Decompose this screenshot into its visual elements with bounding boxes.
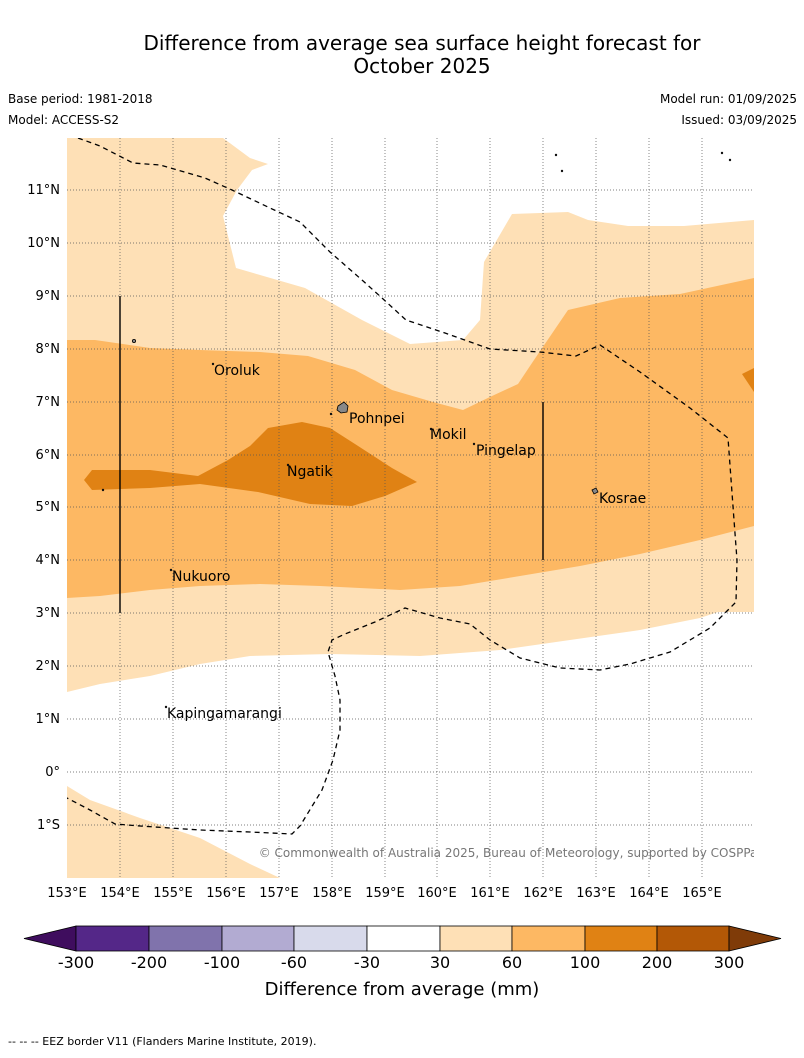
sea-level-map: Oroluk Pohnpei Mokil Pingelap Ngatik Kos… (23, 138, 782, 1000)
title-line-2: October 2025 (353, 54, 491, 78)
lat-tick: 3°N (36, 606, 61, 621)
colorbar-label: -30 (354, 953, 380, 972)
colorbar-swatch (148, 925, 223, 952)
copyright-notice: © Commonwealth of Australia 2025, Bureau… (259, 846, 764, 860)
colorbar-swatch (656, 925, 730, 952)
lon-tick: 157°E (259, 886, 299, 901)
lat-tick: 7°N (36, 395, 61, 410)
colorbar-label: 30 (430, 953, 450, 972)
colorbar-extend-high (728, 925, 782, 952)
colorbar-label: 300 (714, 953, 745, 972)
longitude-ticks: 153°E 154°E 155°E 156°E 157°E 158°E 159°… (47, 886, 722, 901)
colorbar-swatch (584, 925, 658, 952)
place-label-kosrae: Kosrae (599, 491, 646, 507)
colorbar-label: 60 (502, 953, 522, 972)
colorbar-title: Difference from average (mm) (265, 979, 540, 1000)
lat-tick: 10°N (27, 236, 60, 251)
place-label-mokil: Mokil (430, 427, 467, 443)
model-run: Model run: 01/09/2025 (659, 92, 797, 106)
lat-tick: 1°N (36, 712, 61, 727)
colorbar-swatch (221, 925, 295, 952)
lat-tick: 4°N (36, 553, 61, 568)
colorbar-swatch (293, 925, 368, 952)
band-60-100 (67, 278, 754, 598)
islands (101, 151, 732, 709)
latitude-ticks: 11°N 10°N 9°N 8°N 7°N 6°N 5°N 4°N 3°N 2°… (27, 183, 60, 833)
lat-tick: 2°N (36, 659, 61, 674)
map-area: Oroluk Pohnpei Mokil Pingelap Ngatik Kos… (67, 138, 764, 878)
band-100-200-east (742, 368, 754, 392)
lon-tick: 154°E (100, 886, 140, 901)
lat-tick: 6°N (36, 448, 61, 463)
colorbar-label: -100 (204, 953, 240, 972)
colorbar (23, 925, 782, 952)
lon-tick: 163°E (576, 886, 616, 901)
eez-legend-footer: -- -- -- EEZ border V11 (Flanders Marine… (8, 1035, 317, 1048)
colorbar-swatch (366, 925, 441, 952)
place-label-pingelap: Pingelap (476, 443, 536, 459)
pohnpei-island (336, 401, 349, 414)
lat-tick: 9°N (36, 289, 61, 304)
colorbar-swatch (75, 925, 150, 952)
lon-tick: 160°E (417, 886, 457, 901)
colorbar-label: 200 (642, 953, 673, 972)
kosrae-island (591, 487, 599, 495)
map-title: Difference from average sea surface heig… (0, 32, 804, 78)
lon-tick: 159°E (365, 886, 405, 901)
issued-date: Issued: 03/09/2025 (681, 113, 797, 127)
place-label-oroluk: Oroluk (214, 363, 261, 379)
lon-tick: 158°E (312, 886, 352, 901)
colorbar-extend-low (23, 925, 77, 952)
place-label-ngatik: Ngatik (287, 464, 333, 480)
lon-tick: 162°E (523, 886, 563, 901)
place-label-pohnpei: Pohnpei (349, 411, 405, 427)
lon-tick: 153°E (47, 886, 87, 901)
lat-tick: 8°N (36, 342, 61, 357)
lon-tick: 155°E (153, 886, 193, 901)
lat-tick: 5°N (36, 500, 61, 515)
colorbar-label: 100 (570, 953, 601, 972)
colorbar-label: -300 (58, 953, 94, 972)
lat-tick: 0° (45, 765, 60, 780)
model-name: Model: ACCESS-S2 (8, 113, 120, 127)
colorbar-labels: -300 -200 -100 -60 -30 30 60 100 200 300 (58, 953, 744, 972)
place-label-kapingamarangi: Kapingamarangi (167, 706, 282, 722)
colorbar-swatch (511, 925, 586, 952)
gridlines (67, 138, 754, 878)
colorbar-label: -200 (131, 953, 167, 972)
colorbar-swatch (439, 925, 513, 952)
lon-tick: 164°E (629, 886, 669, 901)
title-line-1: Difference from average sea surface heig… (143, 31, 701, 55)
colorbar-label: -60 (281, 953, 307, 972)
band-100-200-core (84, 422, 417, 506)
base-period: Base period: 1981-2018 (8, 92, 153, 106)
lon-tick: 156°E (206, 886, 246, 901)
place-label-nukuoro: Nukuoro (172, 569, 230, 585)
lon-tick: 165°E (682, 886, 722, 901)
lat-tick: 1°S (37, 818, 60, 833)
lat-tick: 11°N (27, 183, 60, 198)
lon-tick: 161°E (470, 886, 510, 901)
band-30-60-south (67, 590, 754, 692)
